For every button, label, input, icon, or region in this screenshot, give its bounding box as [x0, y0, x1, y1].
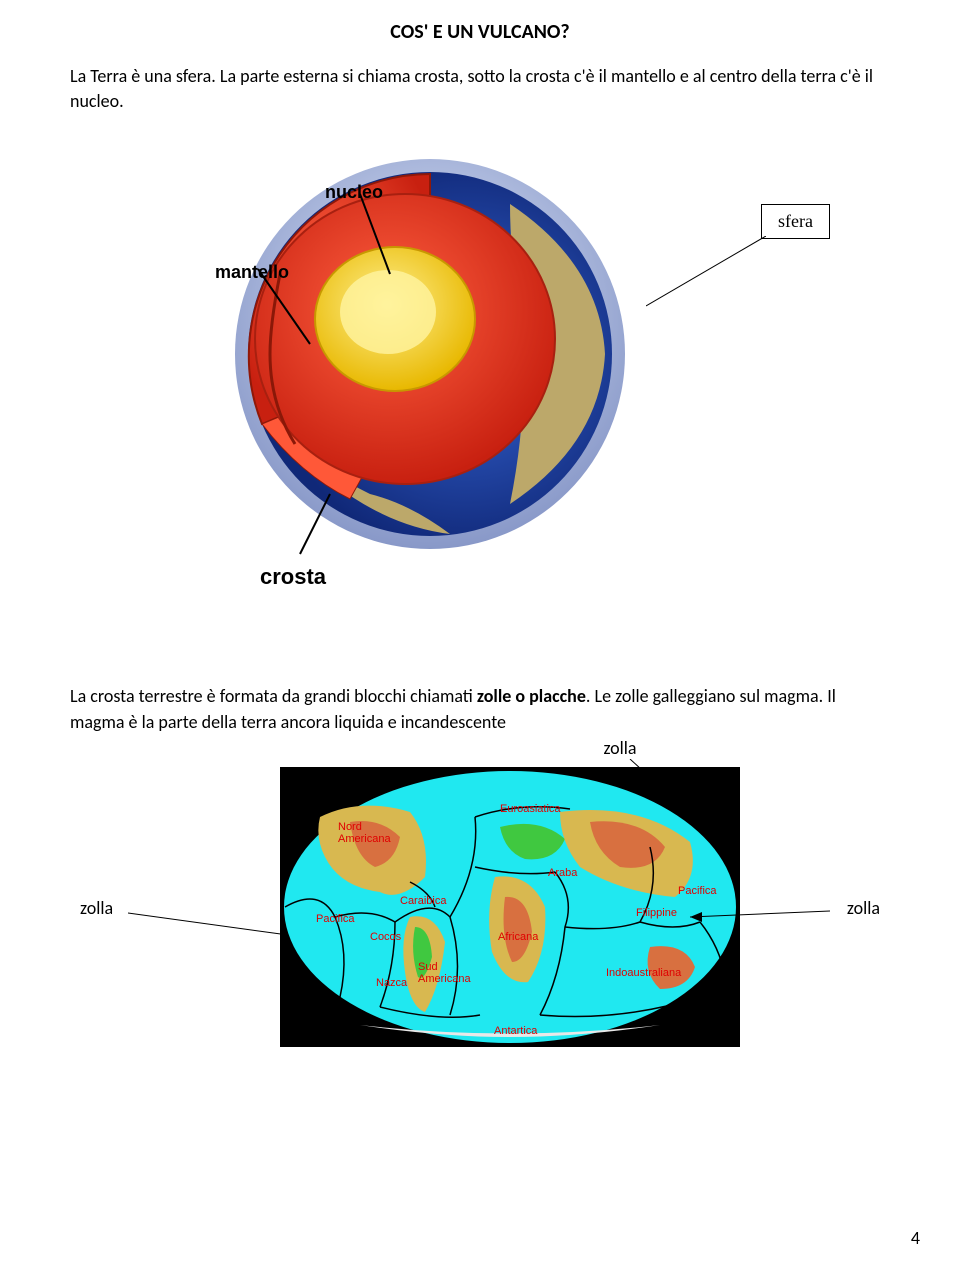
callout-sfera: sfera: [761, 204, 830, 239]
zolla-label-top: zolla: [70, 737, 890, 759]
paragraph-intro: La Terra è una sfera. La parte esterna s…: [70, 64, 890, 114]
earth-diagram: nucleo mantello crosta sfera: [70, 144, 890, 624]
plate-label: Cocos: [370, 931, 401, 943]
plate-label: Indoaustraliana: [606, 967, 681, 979]
zolla-line-top: [620, 759, 700, 819]
zolla-label-left: zolla: [80, 897, 113, 919]
plate-label: Araba: [548, 867, 577, 879]
zolla-line-right: [680, 899, 830, 939]
para2-pre: La crosta terrestre è formata da grandi …: [70, 685, 477, 707]
plate-label: Caraibica: [400, 895, 446, 907]
paragraph-crust: La crosta terrestre è formata da grandi …: [70, 684, 890, 734]
plate-label: Antartica: [494, 1025, 537, 1037]
earth-cutaway-svg: [210, 144, 650, 584]
zolla-line-left: [128, 905, 288, 945]
para2-bold: zolle o placche: [477, 685, 586, 707]
plate-label: Africana: [498, 931, 538, 943]
plate-map: NordAmericana Euroasiatica Araba Pacifica Ca…: [70, 767, 890, 1067]
zolla-label-right: zolla: [847, 897, 880, 919]
label-mantello: mantello: [215, 262, 289, 283]
plate-label: Pacifica: [316, 913, 355, 925]
page-number: 4: [911, 1227, 920, 1249]
plate-label: Nazca: [376, 977, 407, 989]
plate-label: Filippine: [636, 907, 677, 919]
label-nucleo: nucleo: [325, 182, 383, 203]
plate-label: Euroasiatica: [500, 803, 561, 815]
plate-label: SudAmericana: [418, 961, 471, 985]
page-title: COS' E UN VULCANO?: [70, 20, 890, 44]
label-crosta: crosta: [260, 564, 326, 590]
plate-label: NordAmericana: [338, 821, 391, 845]
plate-label: Pacifica: [678, 885, 717, 897]
callout-line: [646, 236, 766, 316]
